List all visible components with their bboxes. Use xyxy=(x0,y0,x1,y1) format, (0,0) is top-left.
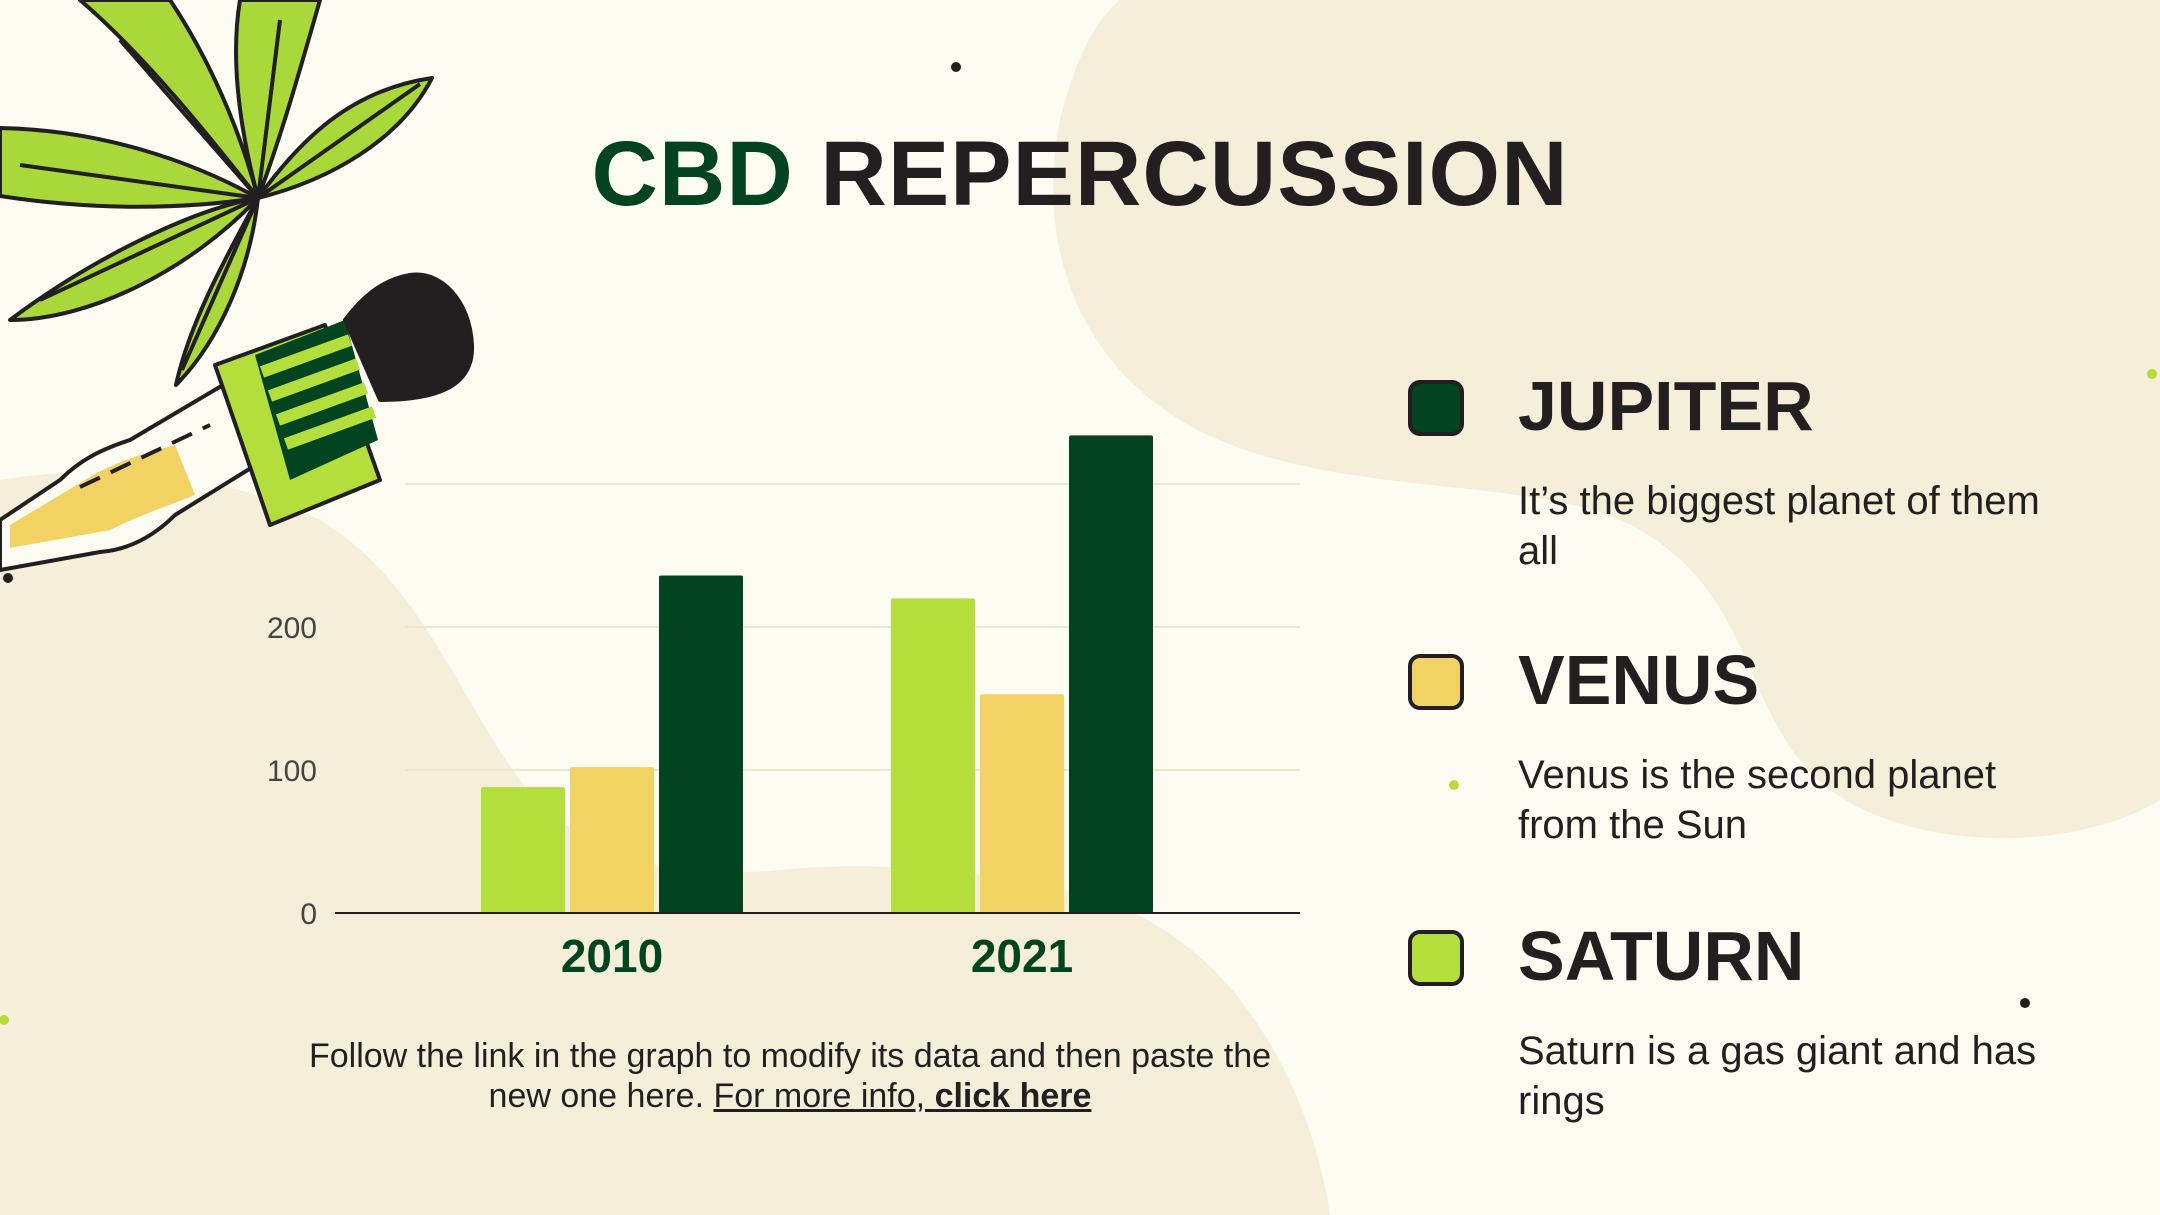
legend-desc-jupiter: It’s the biggest planet of them all xyxy=(1518,479,2040,573)
link-bold: click here xyxy=(934,1077,1092,1115)
bar-venus-2010 xyxy=(570,767,654,913)
decor-dot xyxy=(3,573,13,583)
legend-name-venus: VENUS xyxy=(1518,641,1760,719)
title-accent: CBD xyxy=(591,123,794,225)
bar-venus-2021 xyxy=(980,694,1064,913)
legend-name-saturn: SATURN xyxy=(1518,917,1805,995)
title-rest: REPERCUSSION xyxy=(820,123,1569,225)
legend-desc-saturn: Saturn is a gas giant and has rings xyxy=(1518,1029,2037,1123)
background-blob-left xyxy=(0,472,1330,1215)
decor-dot xyxy=(2020,998,2030,1008)
legend-swatch-venus xyxy=(1408,654,1464,710)
chart-caption: Follow the link in the graph to modify i… xyxy=(290,1036,1290,1116)
decor-dot xyxy=(1449,780,1459,790)
page-title: CBD REPERCUSSION xyxy=(0,122,2160,227)
more-info-link[interactable]: For more info, click here xyxy=(713,1077,1091,1115)
y-tick-label: 0 xyxy=(300,898,317,931)
cannabis-leaf-icon xyxy=(0,0,434,387)
background-blob-right xyxy=(1053,0,2160,839)
bar-saturn-2010 xyxy=(481,787,565,913)
legend-name-jupiter: JUPITER xyxy=(1518,367,1814,445)
legend-swatch-jupiter xyxy=(1408,380,1464,436)
bar-jupiter-2010 xyxy=(659,575,743,913)
decor-dot xyxy=(2147,369,2157,379)
link-prefix: For more info, xyxy=(713,1077,935,1115)
x-tick-label: 2021 xyxy=(971,930,1073,982)
bar-jupiter-2021 xyxy=(1069,435,1153,913)
bar-saturn-2021 xyxy=(891,598,975,913)
decor-dot xyxy=(0,1015,9,1025)
y-tick-label: 100 xyxy=(267,755,317,788)
x-tick-label: 2010 xyxy=(561,930,663,982)
cbd-dropper-icon xyxy=(0,272,475,572)
decor-dot xyxy=(951,62,961,72)
y-tick-label: 200 xyxy=(267,612,317,645)
legend-desc-venus: Venus is the second planet from the Sun xyxy=(1518,753,1997,847)
legend-swatch-saturn xyxy=(1408,930,1464,986)
caption-text: Follow the link in the graph to modify i… xyxy=(308,1037,1272,1115)
